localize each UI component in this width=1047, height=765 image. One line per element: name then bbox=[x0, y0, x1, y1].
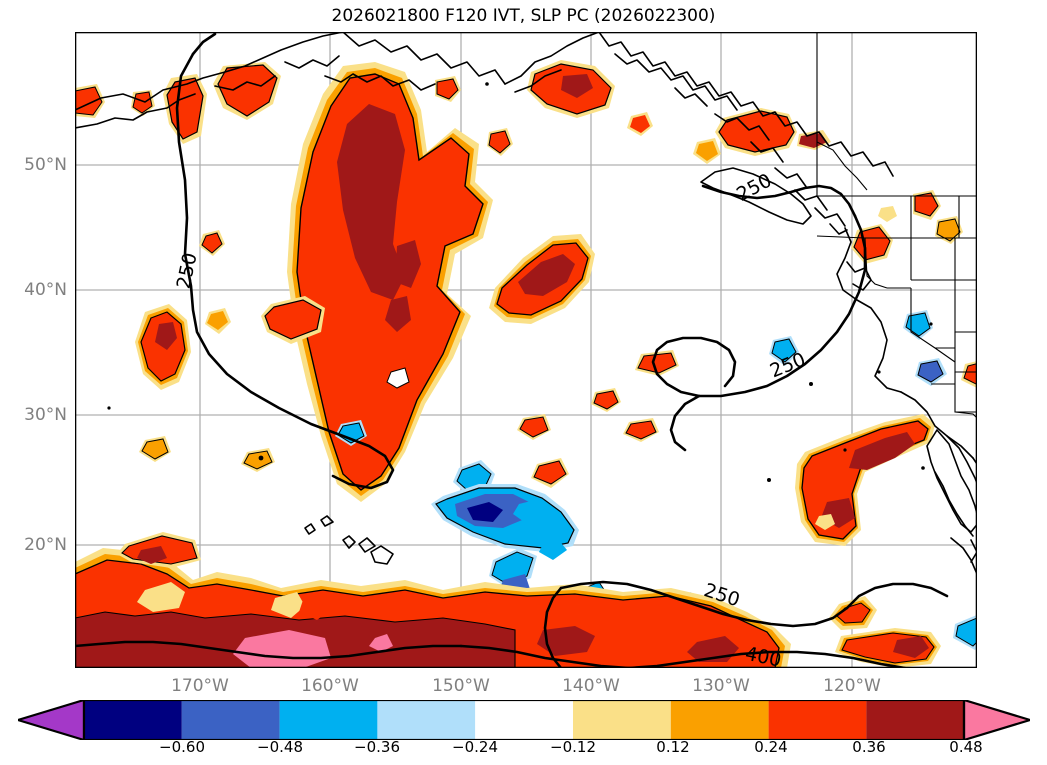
xtick-label-120w: 120°W bbox=[823, 676, 881, 696]
colorbar-band-7 bbox=[670, 700, 769, 740]
ytick-label-50n: 50°N bbox=[24, 155, 67, 175]
xtick-label-160w: 160°W bbox=[301, 676, 359, 696]
coastlines bbox=[75, 32, 977, 575]
shade-north-pacific-positive bbox=[489, 234, 595, 324]
cb-tick--0.12: −0.12 bbox=[550, 738, 596, 756]
cb-tick-0.36: 0.36 bbox=[852, 738, 886, 756]
colorbar-band-4 bbox=[377, 700, 476, 740]
xtick-label-140w: 140°W bbox=[562, 676, 620, 696]
xtick-label-170w: 170°W bbox=[171, 676, 229, 696]
cb-tick--0.60: −0.60 bbox=[159, 738, 205, 756]
cb-tick--0.48: −0.48 bbox=[257, 738, 303, 756]
map-axes[interactable]: 250 250 250 250 400 bbox=[75, 32, 977, 668]
xtick-label-150w: 150°W bbox=[432, 676, 490, 696]
colorbar-band-5 bbox=[475, 700, 573, 740]
ivt-contours bbox=[75, 32, 949, 668]
colorbar-band-1 bbox=[84, 700, 182, 740]
cb-tick-0.12: 0.12 bbox=[656, 738, 690, 756]
shade-gulf-alaska bbox=[287, 62, 493, 502]
shade-west-37n bbox=[135, 296, 325, 390]
colorbar-extend-low bbox=[14, 698, 86, 742]
ytick-label-40n: 40°N bbox=[24, 280, 67, 300]
cb-tick-0.24: 0.24 bbox=[754, 738, 788, 756]
shade-alaska-peninsula bbox=[75, 62, 461, 144]
colorbar-extend-high bbox=[962, 698, 1034, 742]
colorbar[interactable]: −0.60 −0.48 −0.36 −0.24 −0.12 0.12 0.24 … bbox=[14, 698, 1034, 762]
cb-tick-0.60: 0.60 bbox=[1029, 738, 1047, 756]
shade-baja-offshore bbox=[795, 361, 977, 668]
cb-tick-0.48: 0.48 bbox=[949, 738, 983, 756]
page-title: 2026021800 F120 IVT, SLP PC (2026022300) bbox=[331, 6, 716, 26]
shade-east-positive-40n bbox=[527, 60, 831, 164]
shade-southwest-tropics bbox=[75, 532, 791, 668]
colorbar-band-6 bbox=[573, 700, 671, 740]
ytick-label-30n: 30°N bbox=[24, 405, 67, 425]
cb-tick--0.36: −0.36 bbox=[354, 738, 400, 756]
ytick-label-20n: 20°N bbox=[24, 535, 67, 555]
shade-small-patches-north bbox=[199, 128, 513, 256]
colorbar-band-8 bbox=[768, 700, 867, 740]
xtick-label-130w: 130°W bbox=[692, 676, 750, 696]
colorbar-band-2 bbox=[181, 700, 280, 740]
shade-mid-small bbox=[139, 350, 679, 488]
cb-tick--0.24: −0.24 bbox=[452, 738, 498, 756]
colorbar-band-9 bbox=[866, 700, 965, 740]
shade-negative-central bbox=[431, 460, 579, 602]
colorbar-band-3 bbox=[279, 700, 378, 740]
